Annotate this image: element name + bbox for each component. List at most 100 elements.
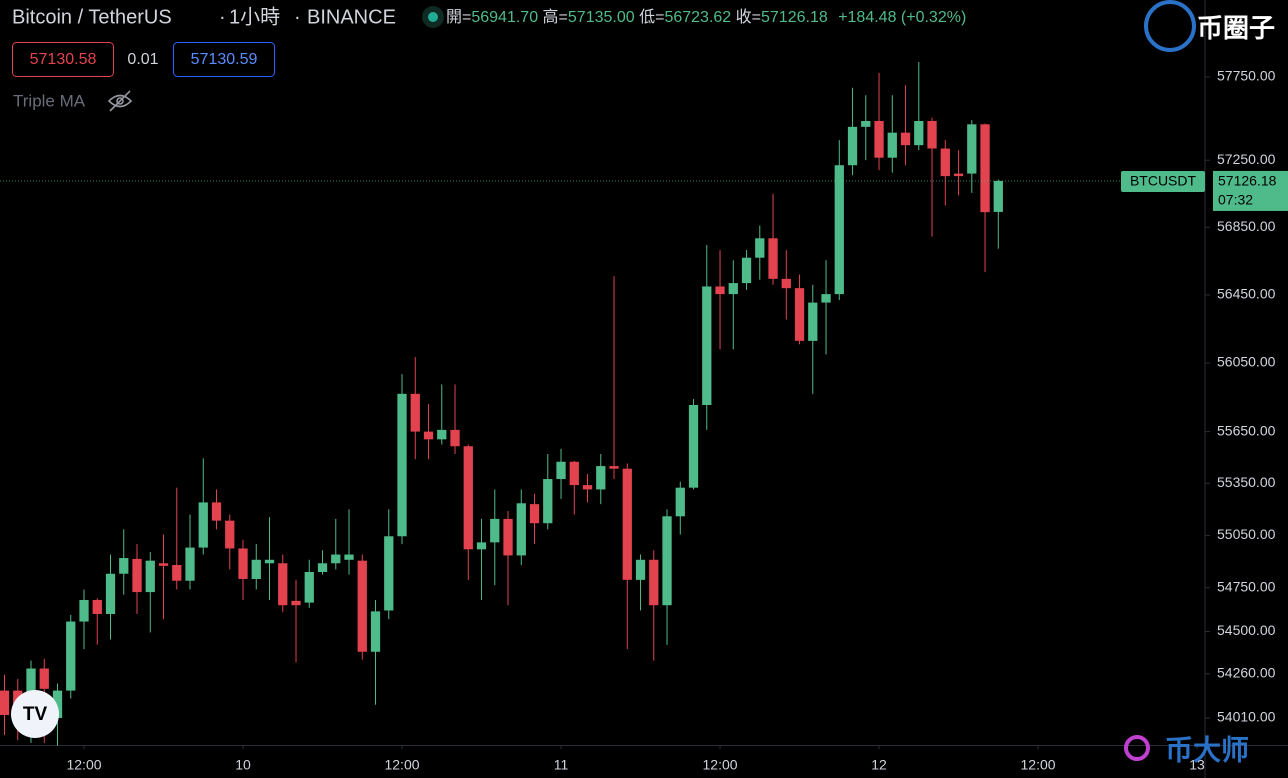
y-tick-label: 54500.00 — [1217, 622, 1276, 638]
candle-body — [993, 180, 1003, 212]
legend-label: 收= — [736, 8, 761, 26]
candle-body — [927, 120, 937, 149]
watermark-bottom: 币大师 — [1124, 734, 1249, 765]
candle-body — [582, 485, 593, 490]
candle-body — [953, 173, 964, 177]
y-tick-label: 55350.00 — [1217, 474, 1276, 490]
tv-logo[interactable]: TV — [11, 690, 59, 738]
candle-body — [357, 560, 367, 652]
candle-body — [675, 487, 685, 517]
candle-body — [490, 518, 500, 543]
candle-body — [119, 558, 129, 574]
candle-body — [198, 502, 208, 548]
hidden-icon[interactable] — [107, 90, 133, 112]
legend-value: 57126.18 — [761, 9, 828, 26]
candle-body — [410, 393, 420, 432]
plot-area: 54010.00 54260.00 54500.00 54750.00 55050.00… — [0, 62, 1288, 773]
ohlc-legend: 開=56941.70 高=57135.00 低=56723.62 收=57126… — [446, 8, 966, 26]
candle-body — [649, 559, 659, 606]
candle-body — [808, 302, 818, 341]
candle-body — [980, 124, 990, 213]
candle-body — [397, 393, 407, 537]
spread: 0.01 — [127, 51, 158, 68]
candle-body — [26, 668, 36, 699]
candle-body — [940, 148, 950, 177]
candle-body — [543, 479, 553, 524]
x-tick-label: 12:00 — [1021, 757, 1056, 773]
candle-body — [662, 516, 672, 606]
x-tick-label: 12:00 — [703, 757, 738, 773]
sell-button[interactable] — [12, 42, 114, 77]
symbol-tag-label: BTCUSDT — [1130, 173, 1197, 189]
x-tick-label: 12:00 — [384, 757, 419, 773]
candle-body — [622, 468, 632, 580]
candle-body — [304, 571, 314, 603]
interval[interactable]: 1小時 — [229, 5, 280, 28]
price-tag — [1213, 170, 1288, 211]
x-tick-label: 11 — [554, 757, 569, 773]
candle-body — [635, 559, 646, 580]
indicator-name[interactable]: Triple MA — [13, 91, 86, 110]
candle-body — [967, 124, 977, 174]
y-tick-label: 57750.00 — [1217, 68, 1276, 84]
candle-body — [185, 547, 195, 581]
candle-body — [834, 165, 844, 295]
legend-label: 低= — [639, 8, 664, 26]
symbol-title: Bitcoin / TetherUS — [12, 6, 172, 28]
candle-body — [317, 563, 328, 572]
candle-body — [251, 559, 261, 579]
candle-body — [728, 283, 738, 295]
x-tick-label: 13 — [1189, 757, 1205, 773]
candle-body — [768, 238, 778, 279]
candle-body — [463, 446, 473, 550]
candle-body — [105, 573, 116, 614]
candle-body — [556, 461, 566, 480]
y-tick-label: 57250.00 — [1217, 151, 1276, 167]
candle-body — [821, 294, 831, 303]
candle-body — [132, 558, 142, 593]
legend-label: 高= — [543, 8, 568, 26]
x-tick-label: 12:00 — [66, 757, 101, 773]
legend-change: +184.48 (+0.32%) — [838, 9, 966, 26]
tv-logo-mark: TV — [23, 704, 48, 725]
watermark-top: 币圈子 — [1144, 0, 1275, 52]
y-tick-label: 54010.00 — [1217, 709, 1276, 725]
x-tick-label: 12 — [871, 757, 887, 773]
y-tick-label: 54260.00 — [1217, 665, 1276, 681]
candle-body — [344, 554, 354, 560]
legend-value: 57135.00 — [568, 9, 635, 26]
sell-price: 57130.58 — [30, 51, 97, 68]
candle-body — [172, 565, 182, 581]
candle-body — [225, 520, 235, 549]
candle-body — [715, 286, 725, 295]
candle-body — [92, 599, 102, 614]
y-tick-label: 54750.00 — [1217, 578, 1276, 594]
legend-value: 56941.70 — [471, 9, 538, 26]
candle-body — [384, 536, 394, 611]
candle-body — [609, 466, 619, 469]
candle-body — [423, 431, 434, 440]
exchange: BINANCE — [307, 6, 396, 28]
candle-body — [238, 548, 248, 579]
separator: · — [219, 6, 226, 28]
candle-body — [66, 621, 76, 691]
candle-body — [0, 690, 10, 716]
separator: · — [294, 6, 301, 28]
legend-value: 56723.62 — [664, 9, 731, 26]
candle-body — [437, 429, 447, 440]
y-tick-label: 55650.00 — [1217, 422, 1276, 438]
candle-body — [278, 563, 288, 606]
candle-body — [569, 461, 579, 486]
candle-body — [914, 120, 924, 146]
candle-body — [331, 554, 341, 564]
watermark-text: 币大师 — [1165, 734, 1249, 765]
candle-body — [503, 518, 513, 556]
x-tick-label: 10 — [235, 757, 251, 773]
candle-body — [596, 466, 606, 490]
buy-button[interactable] — [173, 42, 275, 77]
status-dot — [428, 12, 438, 22]
candle-body — [79, 599, 89, 622]
candle-body — [794, 288, 805, 341]
